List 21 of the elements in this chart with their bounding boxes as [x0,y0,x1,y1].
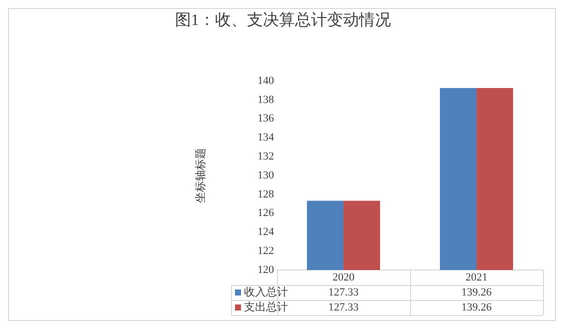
y-tick-label: 124 [258,226,274,238]
y-tick-label: 130 [258,169,274,182]
y-tick-label: 122 [258,244,274,257]
y-tick-label: 134 [258,132,274,144]
y-tick-label: 128 [258,188,274,200]
x-tick-label: 2020 [332,271,355,284]
y-tick-label: 136 [258,112,274,125]
data-label: 139.26 [461,301,492,314]
data-label: 127.33 [328,286,360,298]
y-tick-label: 120 [258,264,274,276]
y-tick-label: 126 [258,207,274,220]
data-label: 127.33 [328,301,360,314]
data-label: 139.26 [461,286,492,298]
y-tick-label: 138 [258,94,274,106]
legend-label: 支出总计 [244,300,288,314]
chart-title: 图1：收、支决算总计变动情况 [175,11,391,30]
legend-label: 收入总计 [244,285,288,298]
x-tick-label: 2021 [466,271,488,284]
y-axis-title: 坐标轴标题 [194,148,207,203]
y-tick-label: 140 [258,74,274,87]
y-tick-label: 132 [258,150,274,162]
